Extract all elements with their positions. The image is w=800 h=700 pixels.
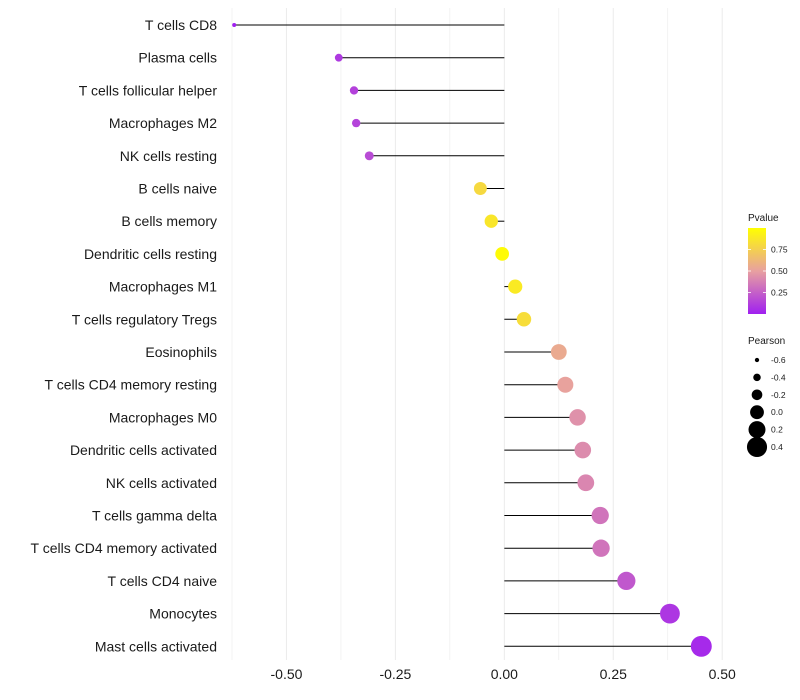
data-point — [349, 86, 359, 95]
x-axis-ticks: -0.50 -0.25 0.00 0.25 0.50 — [271, 666, 737, 682]
category-label: Dendritic cells resting — [84, 246, 217, 262]
size-legend-dot — [750, 405, 764, 420]
category-label: Mast cells activated — [95, 638, 217, 654]
category-label: T cells regulatory Tregs — [72, 311, 217, 327]
size-legend-label: -0.4 — [771, 372, 786, 382]
pvalue-legend-title: Pvalue — [748, 213, 779, 224]
data-point — [334, 53, 343, 62]
category-label: Macrophages M0 — [109, 409, 217, 425]
data-point — [660, 603, 680, 624]
category-label: T cells CD4 naive — [108, 573, 218, 589]
data-point — [495, 247, 510, 261]
stems — [234, 24, 702, 647]
data-point — [574, 441, 592, 459]
category-label: T cells gamma delta — [92, 508, 217, 524]
data-point — [617, 571, 636, 591]
category-label: NK cells activated — [106, 475, 217, 491]
category-label: B cells naive — [138, 181, 217, 197]
size-legend-dot — [748, 421, 766, 439]
data-point — [508, 279, 523, 294]
x-tick-label: -0.25 — [379, 666, 411, 682]
data-point — [557, 376, 574, 393]
category-label: Plasma cells — [138, 50, 217, 66]
category-label: NK cells resting — [120, 148, 217, 164]
pearson-legend-title: Pearson — [748, 336, 785, 347]
data-point — [473, 182, 487, 195]
colorbar-tick-label: 0.75 — [771, 245, 788, 255]
pearson-legend-items: -0.6 -0.4 -0.2 0.0 0.2 0.4 — [746, 355, 786, 458]
data-point — [364, 151, 374, 161]
category-label: T cells follicular helper — [79, 82, 218, 98]
x-tick-label: 0.50 — [709, 666, 736, 682]
data-point — [232, 23, 237, 27]
data-point — [591, 506, 609, 525]
size-legend-label: 0.4 — [771, 442, 783, 452]
category-label: Dendritic cells activated — [70, 442, 217, 458]
pvalue-legend: Pvalue 0.25 0.50 0.75 — [748, 213, 788, 314]
category-label: B cells memory — [121, 213, 217, 229]
category-label: Monocytes — [149, 606, 217, 622]
grid-lines — [231, 8, 723, 660]
category-label: Eosinophils — [145, 344, 217, 360]
category-label: T cells CD8 — [145, 17, 217, 33]
colorbar-tick-label: 0.25 — [771, 288, 788, 298]
pvalue-colorbar — [748, 228, 766, 314]
size-legend-label: 0.2 — [771, 425, 783, 435]
colorbar-tick-label: 0.50 — [771, 266, 788, 276]
size-legend-dot — [751, 389, 763, 401]
data-point — [516, 312, 532, 327]
data-point — [550, 344, 567, 360]
size-legend-dot — [746, 436, 768, 458]
data-point — [569, 409, 586, 426]
data-point — [351, 118, 361, 128]
x-tick-label: 0.00 — [491, 666, 518, 682]
size-legend-label: 0.0 — [771, 407, 783, 417]
x-tick-label: -0.50 — [271, 666, 303, 682]
category-labels: T cells CD8 Plasma cells T cells follicula… — [31, 17, 218, 654]
size-legend-label: -0.2 — [771, 390, 786, 400]
data-point — [484, 214, 498, 228]
points — [232, 23, 712, 657]
data-point — [577, 474, 595, 492]
data-point — [690, 635, 712, 657]
pvalue-legend-ticks: 0.25 0.50 0.75 — [748, 245, 788, 298]
size-legend-dot — [753, 373, 761, 382]
category-label: T cells CD4 memory resting — [45, 377, 217, 393]
category-label: Macrophages M2 — [109, 115, 217, 131]
pearson-legend: Pearson -0.6 -0.4 -0.2 0.0 0.2 0.4 — [746, 336, 786, 458]
category-label: T cells CD4 memory activated — [31, 540, 217, 556]
size-legend-dot — [754, 357, 760, 363]
data-point — [592, 539, 610, 557]
x-tick-label: 0.25 — [600, 666, 627, 682]
size-legend-label: -0.6 — [771, 355, 786, 365]
category-label: Macrophages M1 — [109, 279, 217, 295]
